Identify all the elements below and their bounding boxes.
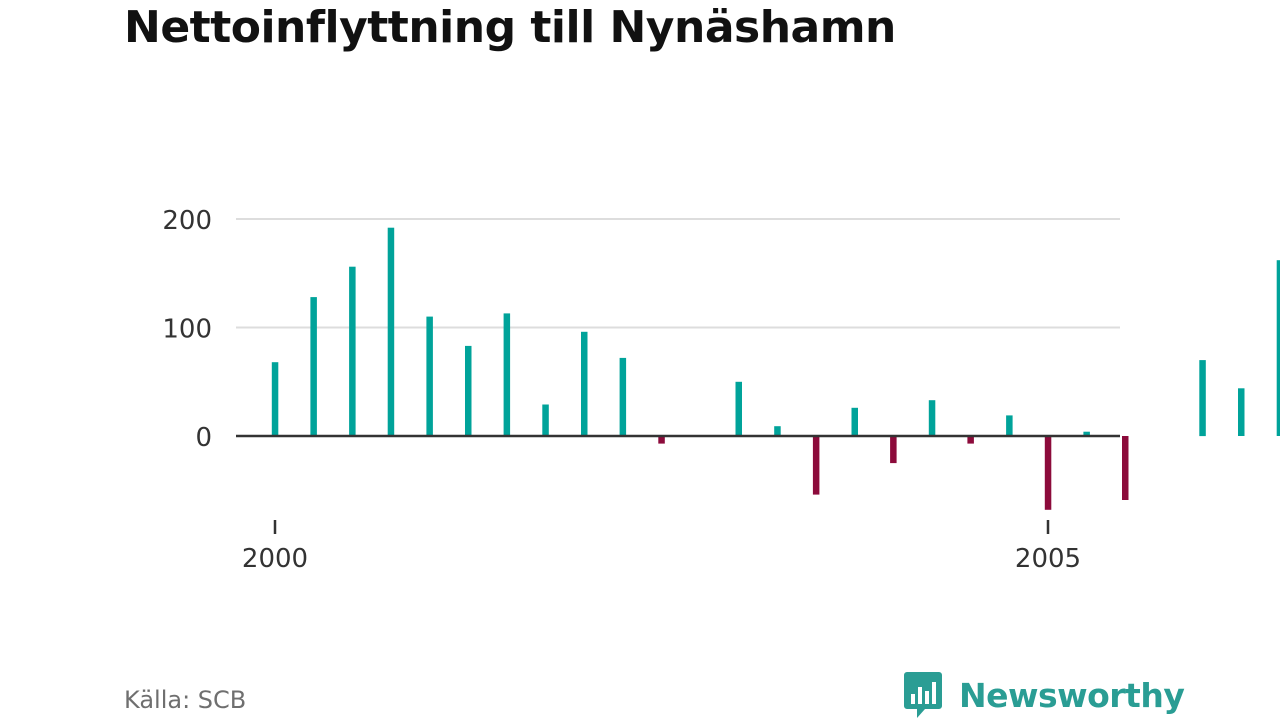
y-tick-label: 0 [195,423,212,453]
y-tick-label: 200 [162,206,212,236]
bar [1083,431,1090,436]
bar [426,316,433,436]
bar [542,404,549,436]
bar [1006,415,1013,436]
y-tick-label: 100 [162,315,212,345]
source-note: Källa: SCB [124,686,247,714]
brand[interactable]: Newsworthy [903,670,1185,720]
bar [387,227,395,436]
bar [812,436,820,495]
bar [1276,260,1280,436]
bar [581,331,588,436]
bar [1238,388,1245,436]
x-axis: 200020052010201520202025 [242,520,1081,574]
bar [271,362,279,436]
bar [890,436,897,464]
gridlines [236,218,1120,329]
bars [271,227,1280,510]
bar [735,381,742,437]
bar [658,436,665,444]
newsworthy-logo-icon [904,672,942,718]
bar [465,345,472,436]
bar [619,357,627,436]
bar [503,313,511,436]
bar [1199,360,1206,437]
brand-name: Newsworthy [959,675,1185,715]
bar [967,436,974,444]
bar [1122,436,1129,500]
bar [851,407,858,436]
bar [928,400,936,436]
chart-title: Nettoinflyttning till Nynäshamn [124,2,896,53]
bar [1044,436,1052,510]
bar [310,297,317,436]
bar [774,426,781,436]
bar [349,266,356,436]
x-tick-label: 2005 [1015,544,1081,574]
x-tick-label: 2000 [242,544,308,574]
y-axis: 0 100 200 [162,206,212,453]
